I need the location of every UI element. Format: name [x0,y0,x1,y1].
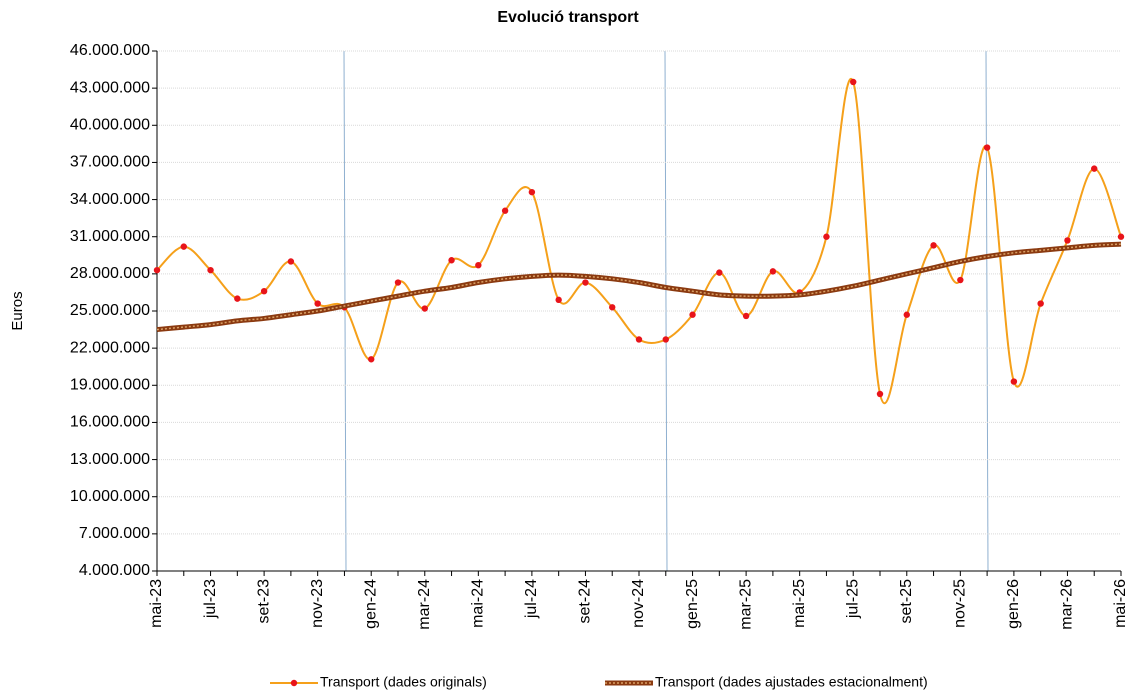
data-point [983,144,991,151]
data-point [823,233,830,240]
trend-line-dots [156,243,1122,331]
x-tick-label: mar-24 [416,579,433,630]
x-tick-label: mai-24 [470,579,487,628]
data-point [662,336,669,343]
x-tick-label: gen-25 [684,579,701,629]
x-tick-label: nov-24 [630,579,647,628]
y-tick-label: 40.000.000 [70,117,150,134]
data-point [582,279,589,286]
y-tick-label: 46.000.000 [70,42,150,59]
data-point [555,296,562,304]
data-point [421,305,428,312]
trend-line [156,241,1122,333]
y-tick-label: 43.000.000 [70,79,150,96]
data-point [1091,165,1098,172]
y-tick-label: 4.000.000 [79,562,150,579]
y-tick-label: 10.000.000 [70,488,150,505]
data-point [368,356,375,363]
data-point [1064,237,1071,244]
x-tick-label: gen-26 [1005,579,1022,629]
x-tick-label: mar-26 [1059,579,1076,630]
y-tick-label: 13.000.000 [70,451,150,468]
legend-marker [290,679,298,687]
y-tick-label: 28.000.000 [70,265,150,282]
y-tick-label: 34.000.000 [70,191,150,208]
x-tick-label: nov-25 [952,579,969,628]
data-point [153,266,161,274]
x-tick-label: nov-23 [309,579,326,628]
chart-title: Evolució transport [497,9,639,26]
y-tick-label: 16.000.000 [70,414,150,431]
data-point [528,188,536,196]
x-tick-label: set-23 [255,579,272,624]
data-point [689,311,696,318]
x-tick-label: mar-25 [737,579,754,630]
data-point [314,300,321,307]
data-point [930,242,937,249]
x-tick-label: jul-24 [523,579,540,619]
data-point [475,261,482,269]
data-point [876,390,884,398]
data-point [742,312,750,320]
y-tick-label: 37.000.000 [70,154,150,171]
data-point [501,207,509,214]
x-tick-label: mai-25 [791,579,808,628]
legend-label: Transport (dades ajustades estacionalmen… [655,674,928,690]
data-point [1117,233,1125,240]
legend-label: Transport (dades originals) [320,674,487,690]
data-point [769,268,777,275]
x-tick-label: mai-23 [148,579,165,628]
y-tick-label: 31.000.000 [70,228,150,245]
data-point [635,336,643,343]
data-point [394,279,402,286]
data-point [287,258,295,265]
data-point [957,276,964,284]
data-point [850,78,857,86]
data-point [716,269,723,276]
x-tick-label: jul-23 [202,579,219,619]
data-point [1010,378,1018,385]
y-tick-label: 22.000.000 [70,339,150,356]
x-tick-label: jul-25 [844,579,861,619]
y-axis-label: Euros [9,291,26,330]
data-point [903,311,910,318]
data-point [1037,300,1044,307]
x-tick-label: mai-26 [1112,579,1129,628]
y-tick-label: 19.000.000 [70,377,150,394]
data-point [234,295,241,302]
data-point [448,257,455,264]
y-tick-label: 7.000.000 [79,525,150,542]
data-point [207,266,214,274]
y-tick-label: 25.000.000 [70,302,150,319]
data-point [609,304,616,311]
series-line [156,77,1122,405]
x-tick-label: set-24 [577,579,594,624]
x-tick-label: set-25 [898,579,915,624]
data-point [180,243,187,250]
x-tick-label: gen-24 [362,579,379,629]
data-point [260,287,268,295]
